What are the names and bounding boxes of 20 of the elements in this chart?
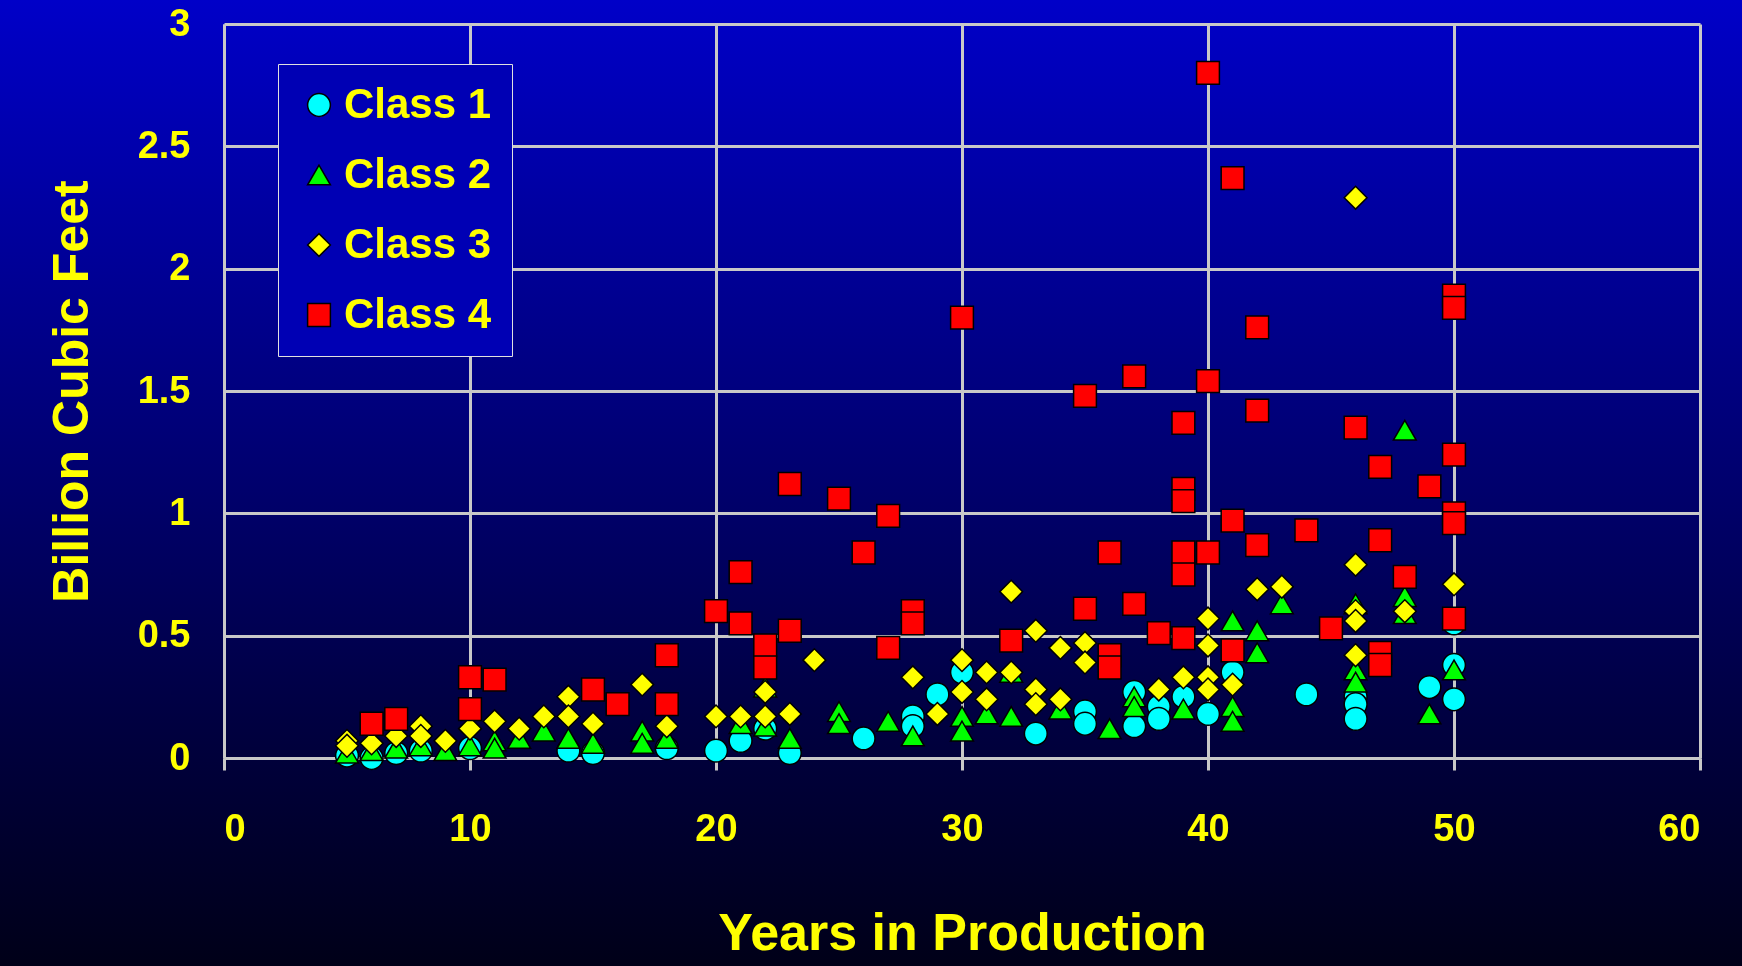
x-axis-title: Years in Production [718,902,1207,961]
y-tick-label: 1 [169,490,191,533]
x-tick-label: 20 [695,806,738,849]
x-tick-label: 0 [224,806,246,849]
y-tick-label: 0.5 [137,613,191,656]
legend-label: Class 3 [344,220,492,267]
y-tick-label: 0 [169,735,191,778]
x-tick-label: 40 [1187,806,1230,849]
y-tick-label: 3 [169,1,191,44]
y-tick-label: 1.5 [137,368,191,411]
y-tick-label: 2 [169,246,191,289]
x-tick-label: 60 [1658,806,1701,849]
y-axis-title: Billion Cubic Feet [42,180,99,603]
x-tick-label: 50 [1433,806,1476,849]
legend-label: Class 2 [344,150,492,197]
x-tick-label: 30 [941,806,984,849]
x-tick-label: 10 [449,806,492,849]
legend-label: Class 1 [344,80,492,127]
legend-label: Class 4 [344,290,492,337]
y-tick-label: 2.5 [137,123,191,166]
